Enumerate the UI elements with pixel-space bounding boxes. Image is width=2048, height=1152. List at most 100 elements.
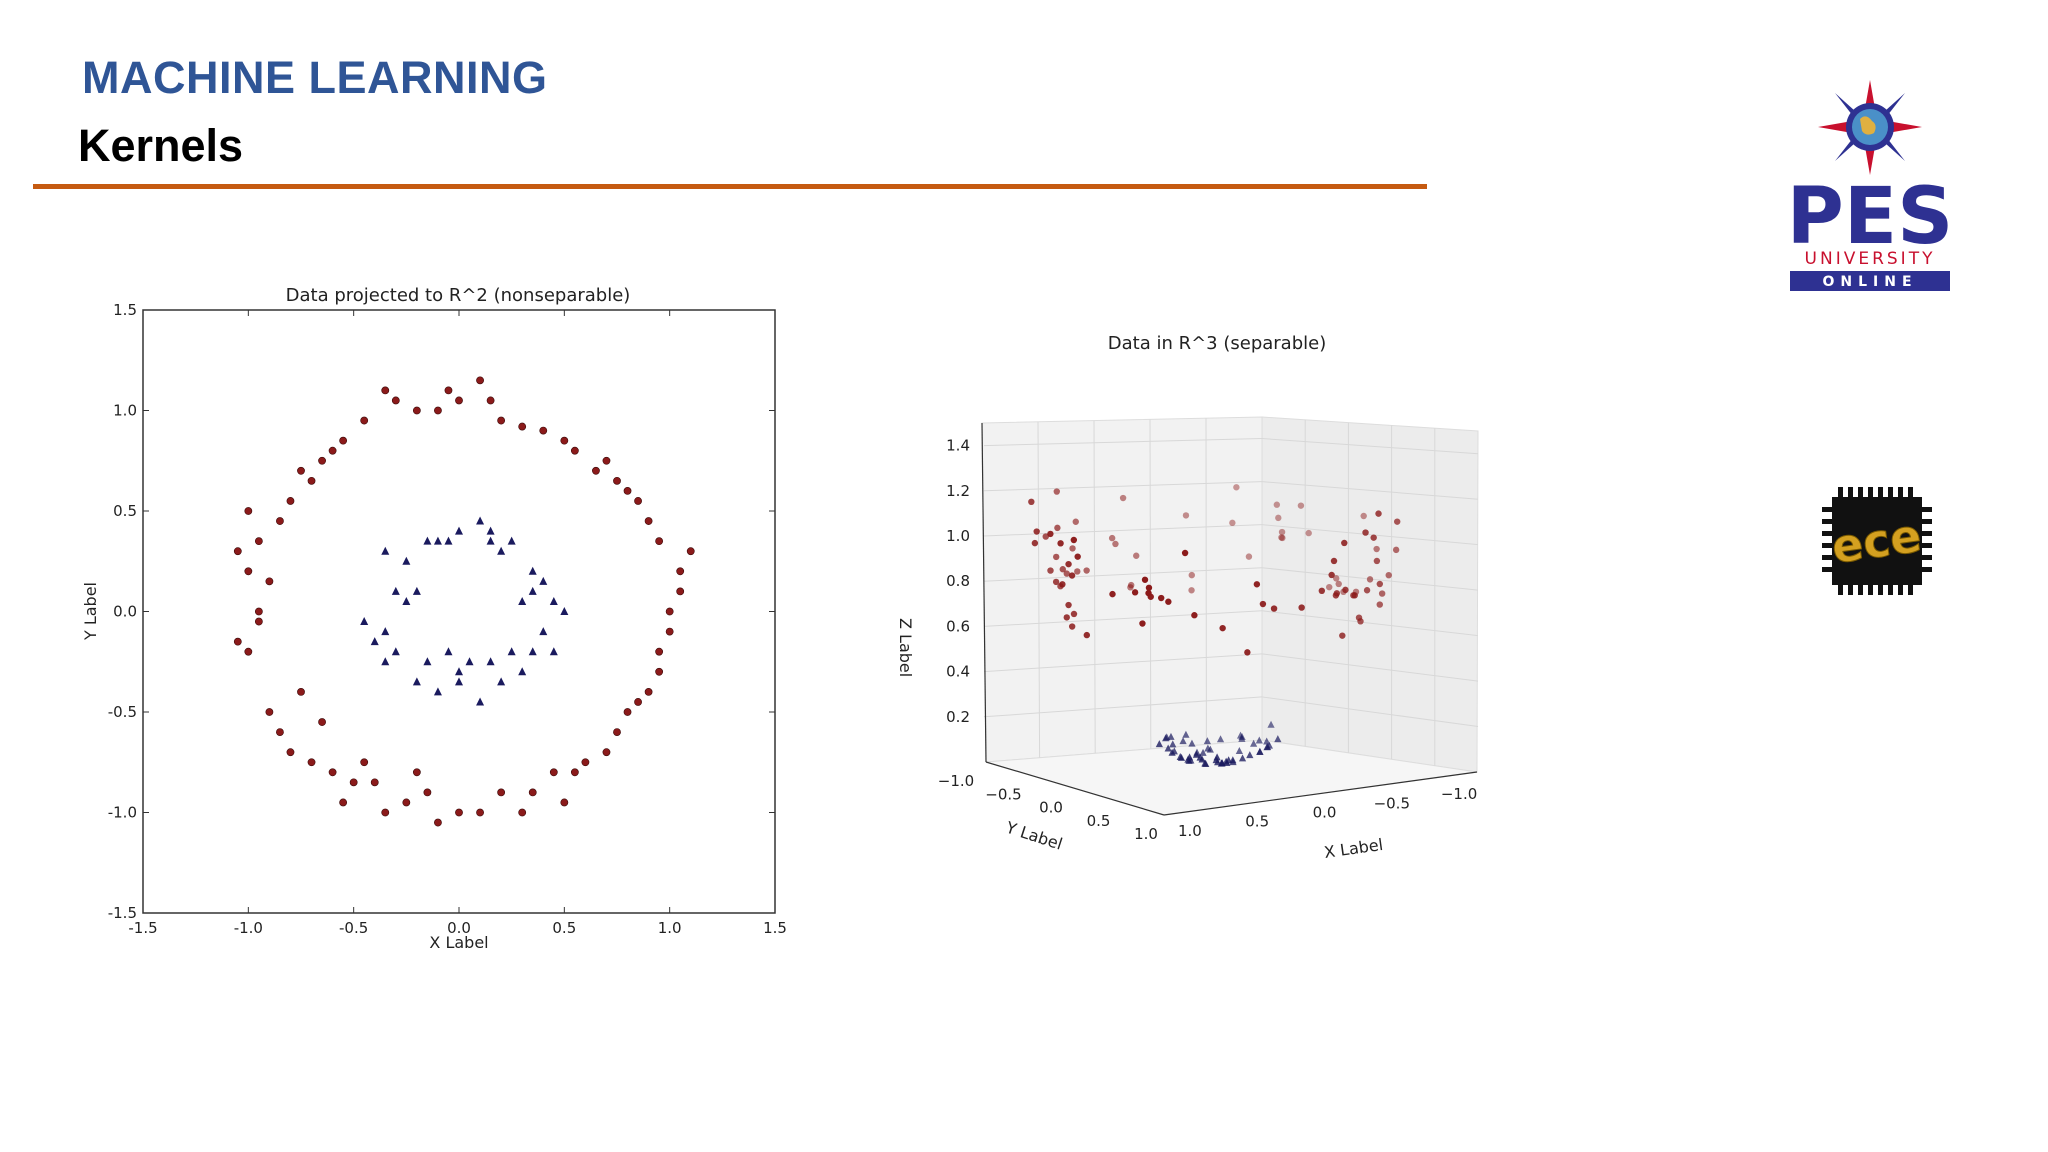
chart-3d-outer-point — [1063, 614, 1070, 621]
chart-3d-back-pane — [981, 416, 1263, 763]
chart-3d-grid-line — [1149, 419, 1152, 749]
chart-3d-inner-point — [1250, 739, 1258, 747]
chart-3d-inner-point — [1213, 753, 1221, 761]
chart-3d-inner-point — [1263, 737, 1271, 745]
chart-2d-inner-point — [476, 697, 485, 706]
chart-3d-outer-point — [1373, 557, 1381, 565]
chart-3d-outer-point — [1233, 484, 1240, 491]
chart-2d-outer-point — [644, 517, 653, 525]
chart-2d-outer-point — [549, 768, 558, 777]
chart-3d-outer-point — [1297, 502, 1305, 509]
chart-3d-outer-point — [1279, 534, 1286, 542]
chart-3d-outer-point — [1157, 594, 1165, 602]
chart-2d-inner-point — [528, 566, 537, 575]
chart-2d-outer-point — [297, 466, 305, 475]
chart-3d-outer-point — [1370, 534, 1377, 541]
chart-3d-inner-point — [1155, 740, 1163, 748]
chart-2d-outer-point — [644, 687, 653, 696]
chart-2d-outer-point — [318, 718, 326, 726]
chart-3d-outer-point — [1108, 534, 1116, 542]
chart-2d-inner-point — [423, 657, 432, 666]
chart-2d-outer-point — [518, 422, 527, 431]
chart-3d-outer-point — [1070, 536, 1078, 544]
chart-2d-ytick-label: 0.5 — [113, 502, 137, 520]
chart-3d-outer-point — [1188, 587, 1195, 594]
chart-3d-outer-point — [1068, 623, 1076, 630]
chart-2d-outer-point — [686, 547, 695, 556]
chart-3d-outer-point — [1341, 539, 1348, 547]
chart-3d-xtick-label: −1.0 — [1441, 785, 1477, 803]
chart-2d-outer-point — [276, 517, 284, 525]
chart-3d-inner-point — [1182, 730, 1190, 738]
chart-3d-outer-point — [1373, 545, 1380, 553]
chart-2d-inner-point — [486, 526, 495, 535]
chart-2d-inner-point — [444, 536, 453, 545]
chart-3d-outer-point — [1188, 571, 1195, 579]
chart-3d-ytick-label: −0.5 — [985, 785, 1021, 803]
chart-3d-outer-point — [1074, 568, 1081, 575]
chart-3d-outer-point — [1335, 580, 1342, 588]
chart-3d-outer-point — [1054, 524, 1061, 532]
chart-2d-outer-point — [412, 406, 421, 415]
chart-2d-outer-point — [412, 768, 421, 777]
chart-2d-outer-point — [381, 808, 390, 817]
ece-wordmark: ece — [1828, 508, 1924, 574]
chart-2d-outer-point — [560, 798, 569, 807]
chart-3d-outer-point — [1057, 540, 1064, 547]
chart-3d-inner-point — [1267, 720, 1275, 728]
chart-3d-outer-point — [1181, 549, 1189, 557]
chart-3d-outer-point — [1083, 631, 1091, 639]
chart-3d-outer-point — [1328, 571, 1335, 579]
chart-2d-outer-point — [455, 396, 463, 405]
chart-3d-outer-point — [1244, 649, 1251, 656]
chart-2d-outer-point — [391, 396, 400, 405]
chart-2d-outer-point — [233, 637, 242, 646]
chart-2d-outer-point — [286, 748, 295, 757]
chart-2d-inner-point — [497, 677, 506, 686]
chart-2d-inner-point — [370, 637, 379, 646]
chart-2d-outer-point — [570, 446, 579, 455]
chart-3d-outer-point — [1042, 533, 1049, 540]
chart-3d-outer-point — [1333, 575, 1340, 582]
chart-3d-inner-point — [1235, 747, 1243, 755]
chart-3d-outer-point — [1053, 488, 1060, 495]
pes-university-text: UNIVERSITY — [1805, 249, 1936, 269]
chart-2d-inner-point — [402, 556, 411, 565]
chart-3d-inner-point — [1246, 751, 1254, 759]
chart-2d-outer-point — [455, 808, 463, 817]
chart-3d-outer-point — [1375, 510, 1382, 517]
chart-3d-outer-point — [1376, 601, 1383, 608]
chart-2d-inner-point — [476, 516, 485, 525]
chart-2d-outer-point — [349, 778, 358, 787]
chart-2d-outer-point — [570, 768, 579, 777]
chart-2d-xtick-label: -0.5 — [339, 919, 368, 937]
chart-3d-inner-point — [1255, 736, 1263, 744]
title-divider — [33, 184, 1427, 189]
chart-2d-xtick-label: 0.5 — [552, 919, 576, 937]
chart-3d-ytick-label: 0.0 — [1039, 799, 1063, 817]
chart-2d-outer-point — [476, 376, 484, 385]
chart-3d-outer-point — [1298, 604, 1305, 611]
chart-3d-x-axis — [1163, 771, 1478, 816]
chart-3d-outer-point — [1059, 566, 1066, 573]
chart-3d-outer-point — [1278, 528, 1286, 536]
chart-2d-xtick-label: -1.5 — [128, 919, 157, 937]
chart-2d-ytick-label: 1.0 — [113, 402, 137, 420]
chart-3d-outer-point — [1355, 614, 1363, 621]
slide-subtitle: Kernels — [78, 120, 244, 171]
chart-3d-grid-line — [983, 524, 1263, 537]
chart-3d-inner-point — [1218, 759, 1226, 767]
chart-3d-outer-point — [1139, 620, 1146, 627]
chart-3d-outer-point — [1063, 570, 1070, 577]
chart-2d-xtick-label: 1.5 — [763, 919, 787, 937]
chart-3d-separable: Data in R^3 (separable) 0.2 0.4 0.6 0.8 1.0 1… — [900, 333, 1479, 862]
chart-3d-outer-point — [1229, 519, 1236, 527]
chart-3d-outer-point — [1330, 557, 1338, 565]
chart-3d-outer-point — [1147, 593, 1154, 600]
chart-2d-ytick-label: 0.0 — [113, 603, 137, 621]
chart-3d-outer-point — [1182, 512, 1190, 519]
chart-2d-outer-point — [497, 788, 506, 797]
chart-3d-ztick-label: 0.8 — [946, 572, 970, 590]
chart-3d-ytick-label: −1.0 — [938, 772, 974, 790]
chart-3d-title: Data in R^3 (separable) — [1108, 333, 1326, 354]
